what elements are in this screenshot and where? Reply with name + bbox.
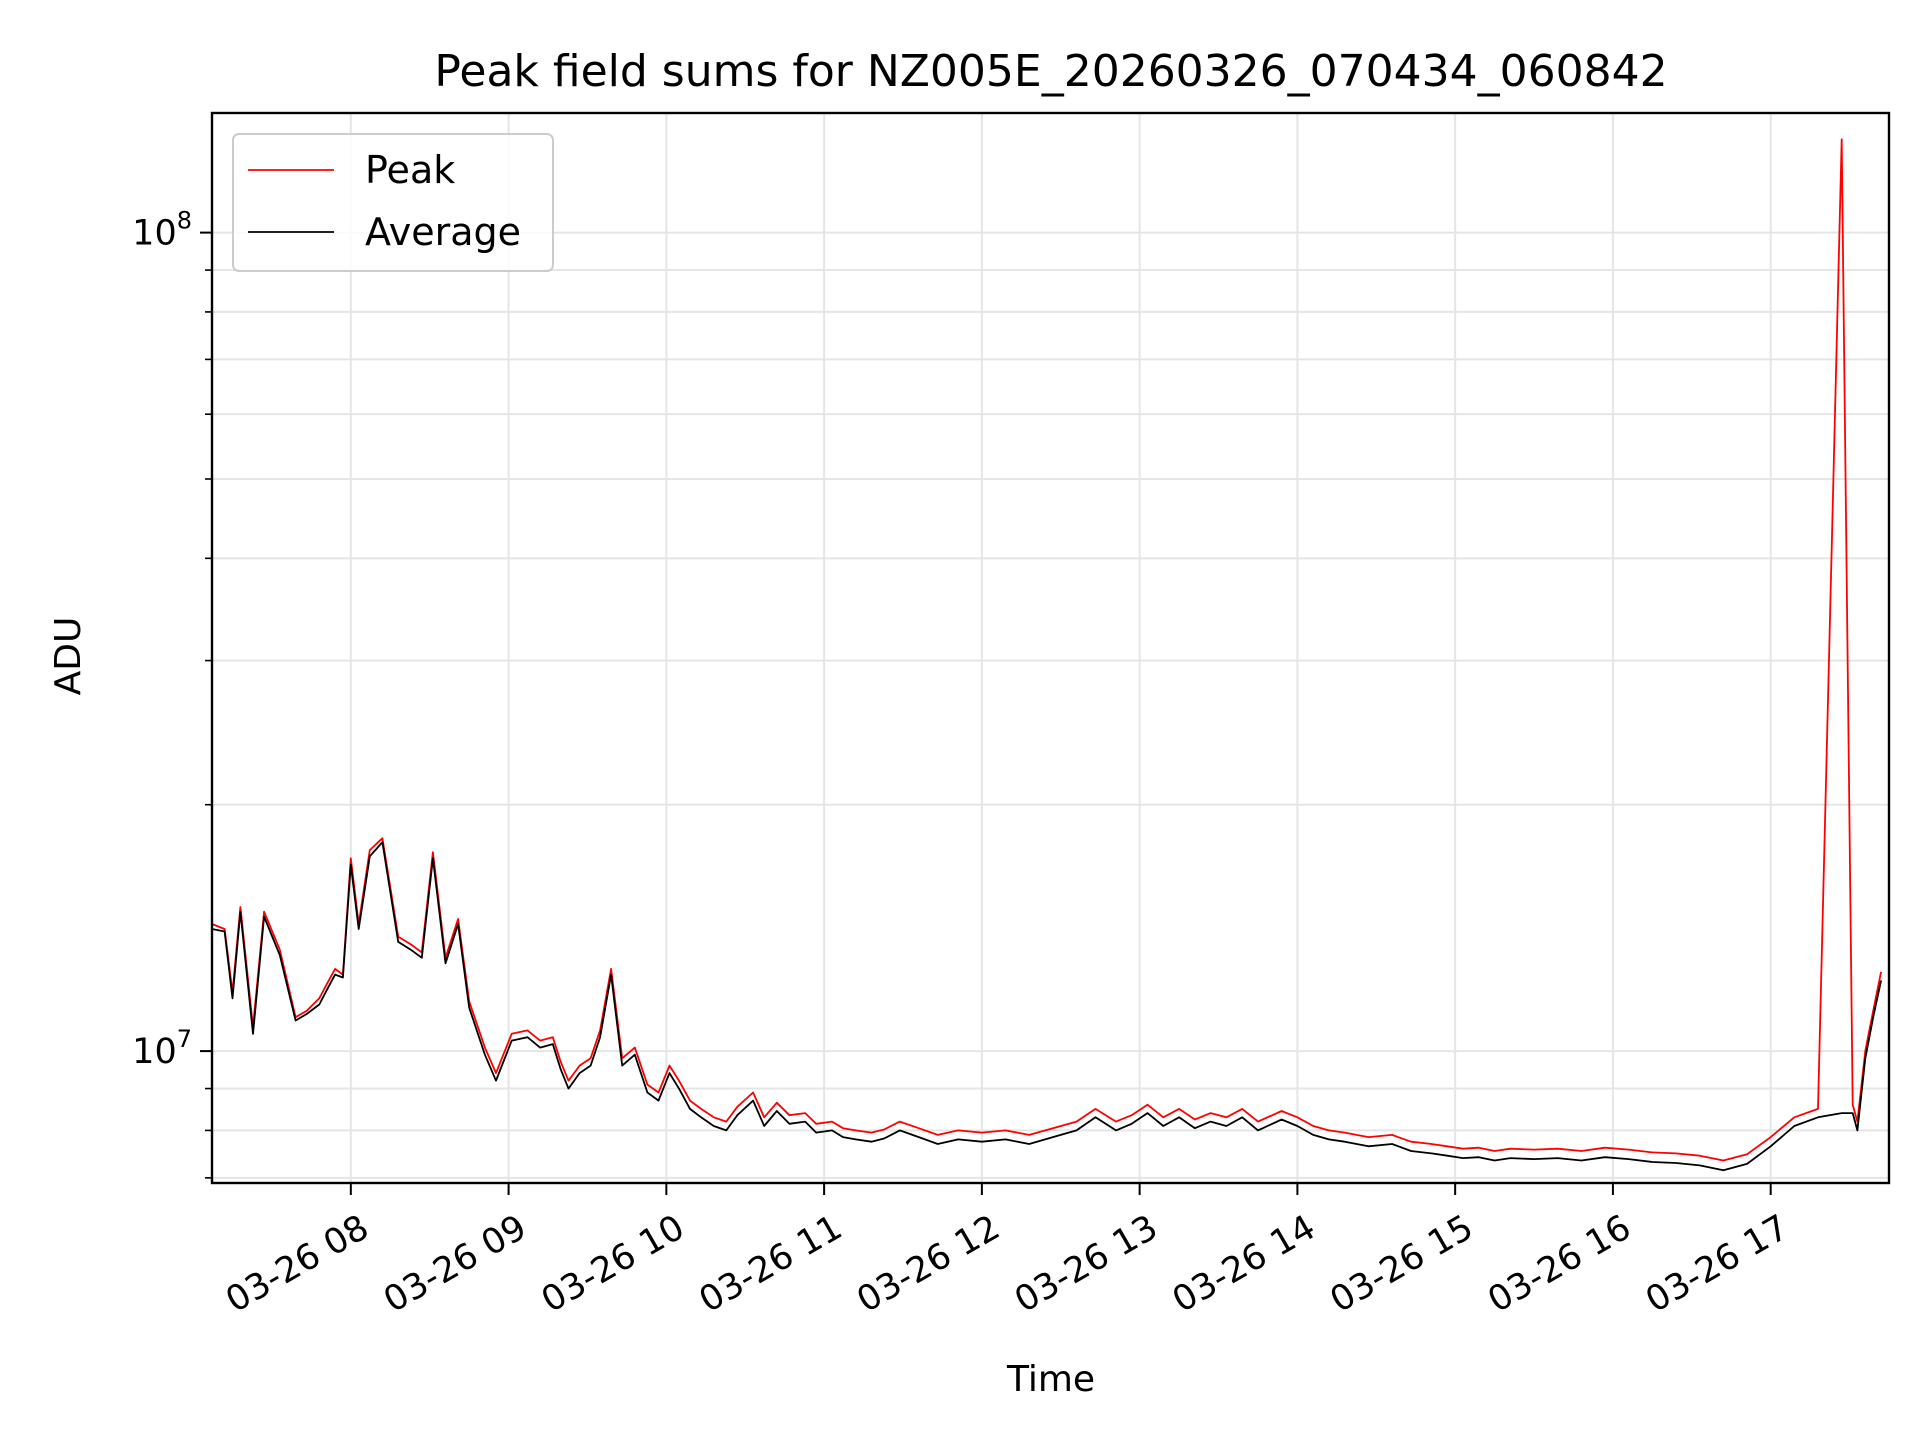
series-lines [212,138,1882,1172]
x-axis-label: Time [1006,1359,1095,1400]
chart-title: Peak field sums for NZ005E_20260326_0704… [434,46,1667,97]
legend-label-average: Average [365,210,521,254]
y-tick-base: 10 [132,214,177,254]
series-line-peak [212,138,1882,1162]
grid [212,113,1889,1183]
axes-frame [210,111,1891,1185]
legend-label-peak: Peak [365,148,455,192]
series-line-average [212,841,1882,1172]
y-tick-base: 10 [132,1032,177,1072]
y-tick-label: 108 [132,207,192,254]
y-tick-exponent: 7 [177,1025,192,1053]
legend: Peak Average [232,133,554,272]
y-axis-label: ADU [48,617,89,696]
legend-box [232,133,554,272]
y-tick-label: 107 [132,1025,192,1072]
y-tick-exponent: 8 [177,207,192,235]
